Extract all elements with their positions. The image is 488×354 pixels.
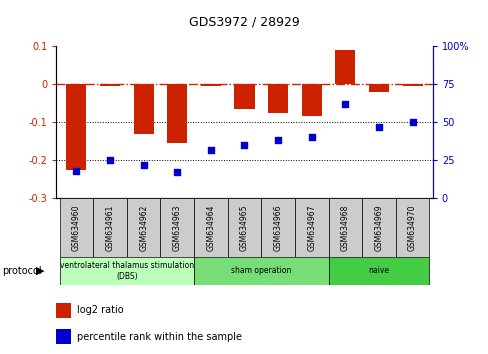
Text: GSM634968: GSM634968 xyxy=(340,204,349,251)
Bar xyxy=(126,198,160,257)
Bar xyxy=(66,84,86,170)
Text: percentile rank within the sample: percentile rank within the sample xyxy=(77,332,242,342)
Bar xyxy=(167,84,187,143)
Text: naive: naive xyxy=(368,266,388,275)
Bar xyxy=(301,84,321,116)
Bar xyxy=(335,50,355,84)
Bar xyxy=(227,198,261,257)
Bar xyxy=(60,198,93,257)
Point xyxy=(274,138,282,143)
Bar xyxy=(93,198,126,257)
Text: GSM634964: GSM634964 xyxy=(206,204,215,251)
Text: GSM634961: GSM634961 xyxy=(105,204,114,251)
Bar xyxy=(194,257,328,285)
Point xyxy=(341,101,348,107)
Text: GSM634962: GSM634962 xyxy=(139,204,148,251)
Text: protocol: protocol xyxy=(2,266,42,276)
Point xyxy=(307,135,315,140)
Bar xyxy=(362,198,395,257)
Text: GSM634970: GSM634970 xyxy=(407,204,416,251)
Bar xyxy=(294,198,328,257)
Bar xyxy=(395,198,428,257)
Bar xyxy=(133,84,153,133)
Point xyxy=(72,168,80,174)
Text: ventrolateral thalamus stimulation
(DBS): ventrolateral thalamus stimulation (DBS) xyxy=(60,261,194,280)
Bar xyxy=(100,84,120,86)
Bar xyxy=(160,198,194,257)
Bar xyxy=(234,84,254,109)
Text: GSM634965: GSM634965 xyxy=(240,204,248,251)
Bar xyxy=(201,84,221,86)
Bar xyxy=(328,257,428,285)
Bar xyxy=(267,84,287,113)
Bar xyxy=(261,198,294,257)
Bar xyxy=(328,198,362,257)
Text: GSM634963: GSM634963 xyxy=(172,204,182,251)
Bar xyxy=(56,329,71,344)
Point xyxy=(206,147,214,152)
Bar xyxy=(60,257,194,285)
Text: GSM634960: GSM634960 xyxy=(72,204,81,251)
Bar xyxy=(194,198,227,257)
Text: GDS3972 / 28929: GDS3972 / 28929 xyxy=(189,15,299,28)
Point xyxy=(106,157,114,163)
Bar xyxy=(56,303,71,318)
Point xyxy=(240,142,248,148)
Text: log2 ratio: log2 ratio xyxy=(77,305,123,315)
Point xyxy=(140,162,147,167)
Bar xyxy=(402,84,422,86)
Text: GSM634966: GSM634966 xyxy=(273,204,282,251)
Text: GSM634967: GSM634967 xyxy=(306,204,316,251)
Text: GSM634969: GSM634969 xyxy=(374,204,383,251)
Point xyxy=(173,170,181,175)
Point xyxy=(408,119,416,125)
Bar xyxy=(368,84,388,92)
Point xyxy=(374,124,382,130)
Text: sham operation: sham operation xyxy=(231,266,291,275)
Text: ▶: ▶ xyxy=(36,266,44,276)
